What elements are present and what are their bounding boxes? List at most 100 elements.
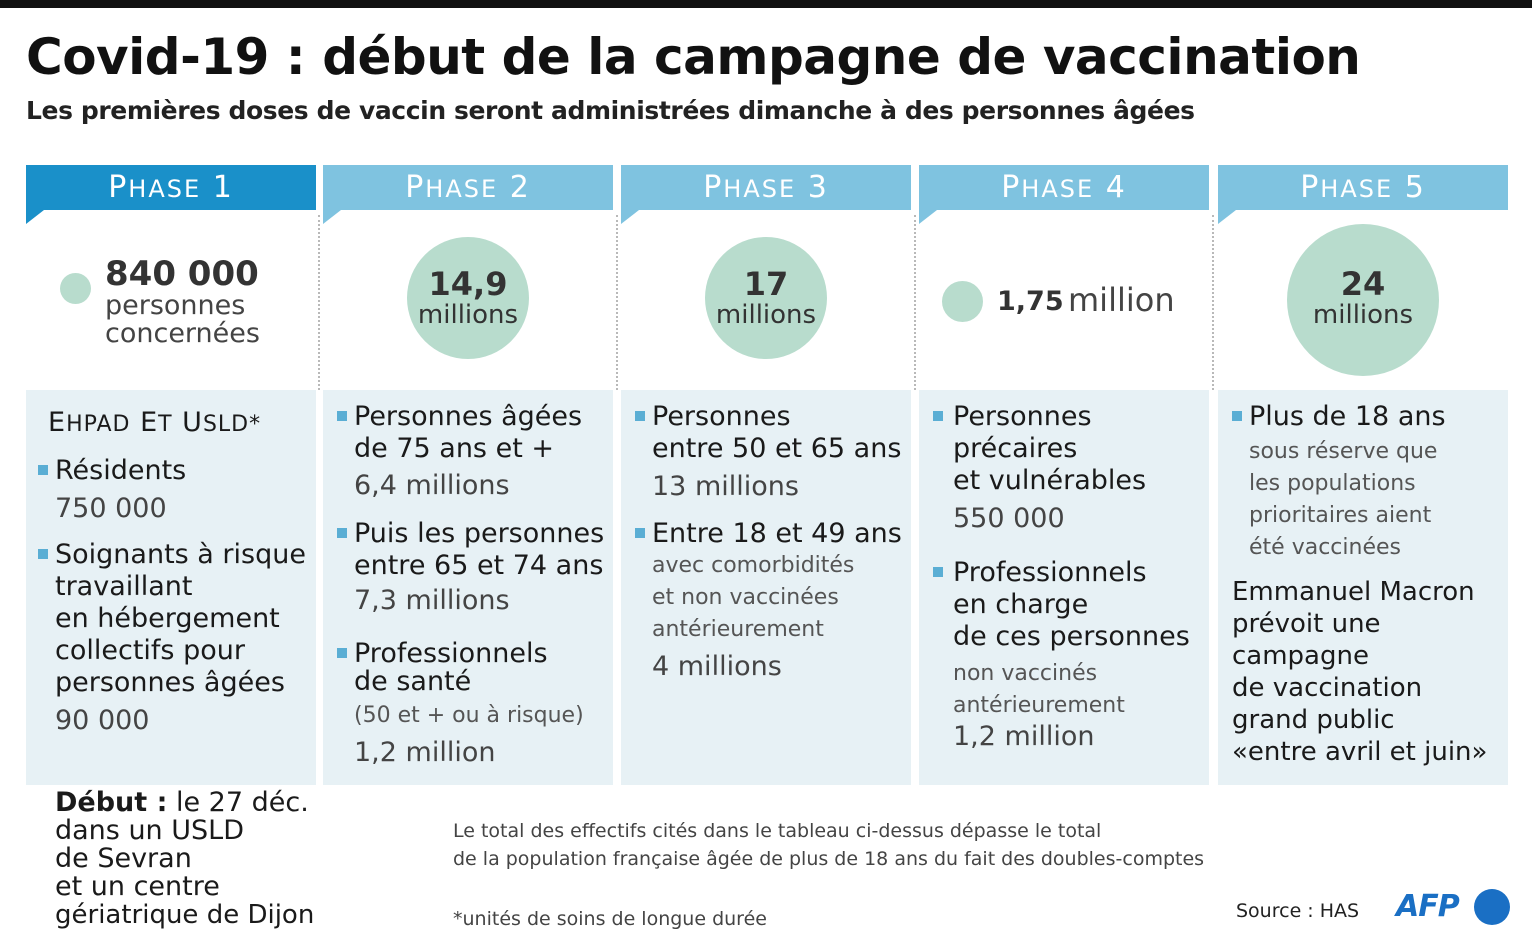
phase-4-column: PHASE 4	[919, 165, 1209, 785]
phase-1-circle	[60, 273, 91, 304]
item-label: Personnes	[953, 401, 1092, 432]
phase-label: PHASE	[108, 170, 202, 205]
page-subtitle: Les premières doses de vaccin seront adm…	[26, 96, 1195, 125]
phase-3-header: PHASE 3	[621, 165, 911, 210]
bullet-icon	[38, 549, 48, 559]
item-value: 550 000	[953, 503, 1065, 534]
bullet-icon	[337, 648, 347, 658]
total-unit: millions	[1312, 300, 1414, 330]
phase-4-total-unit: million	[1068, 281, 1175, 319]
item-label: Personnes âgées	[354, 401, 583, 432]
item-label: Personnes	[652, 401, 791, 432]
phase-5-column: PHASE 5	[1218, 165, 1508, 785]
footnote: *unités de soins de longue durée	[453, 908, 767, 930]
item-note: avec comorbidités	[652, 553, 855, 578]
bullet-icon	[933, 411, 943, 421]
item-label: Résidents	[55, 455, 187, 486]
phase-2-header-tab	[323, 210, 341, 224]
item-label: précaires	[953, 433, 1078, 464]
phase-number: 1	[212, 170, 234, 205]
phase-2-column: PHASE 2	[323, 165, 613, 785]
phase-5-circle	[1287, 224, 1439, 376]
item-note: antérieurement	[953, 693, 1125, 718]
phase-label: PHASE	[1300, 170, 1394, 205]
phase-label: PHASE	[1001, 170, 1095, 205]
item-note: antérieurement	[652, 617, 824, 642]
column-separator	[1212, 215, 1214, 390]
phase-label: PHASE	[703, 170, 797, 205]
item-label: Professionnels	[354, 638, 548, 669]
item-label: en hébergement	[55, 603, 280, 634]
item-label: Soignants à risque	[55, 539, 306, 570]
phase-4-circle	[942, 281, 983, 322]
phase-1-total-number: 840 000	[105, 254, 259, 294]
item-note: non vaccinés	[953, 661, 1098, 686]
total-number: 24	[1340, 265, 1386, 303]
phase-3-total: 17 millions	[696, 268, 836, 330]
phase-5-panel	[1218, 390, 1508, 785]
afp-logo: AFP	[1396, 889, 1460, 924]
total-unit: millions	[417, 300, 519, 330]
phase-number: 2	[509, 170, 531, 205]
column-separator	[914, 215, 916, 390]
phase-3-header-tab	[621, 210, 639, 224]
item-note: les populations	[1249, 471, 1416, 496]
phase-4-panel	[919, 390, 1209, 785]
footer-note: de la population française âgée de plus …	[453, 848, 1205, 870]
phase-4-header-tab	[919, 210, 937, 224]
total-number: 17	[743, 265, 789, 303]
phase-3-column: PHASE 3	[621, 165, 911, 785]
start-bold: Début :	[55, 787, 168, 818]
phase-number: 3	[807, 170, 829, 205]
item-label: en charge	[953, 589, 1089, 620]
macron-line: Emmanuel Macron	[1232, 577, 1475, 607]
item-value: 7,3 millions	[354, 585, 510, 616]
bullet-icon	[337, 411, 347, 421]
phase-3-circle	[705, 237, 827, 359]
phase-1-total-unit: personnes	[105, 290, 246, 321]
start-line: le 27 déc.	[175, 787, 309, 818]
bullet-icon	[38, 465, 48, 475]
item-value: 4 millions	[652, 651, 782, 682]
item-label: Entre 18 et 49 ans	[652, 518, 902, 549]
phase-2-total: 14,9 millions	[398, 268, 538, 330]
source-label: Source : HAS	[1236, 900, 1360, 922]
total-unit: millions	[715, 300, 817, 330]
item-label: de ces personnes	[953, 621, 1190, 652]
phase-3-panel	[621, 390, 911, 785]
bullet-icon	[337, 528, 347, 538]
footer-note: Le total des effectifs cités dans le tab…	[453, 820, 1102, 842]
bullet-icon	[1232, 411, 1242, 421]
item-label: entre 65 et 74 ans	[354, 550, 604, 581]
phase-1-header-tab	[26, 210, 44, 224]
phase-1-group-title: EHPAD ET USLD*	[48, 407, 262, 438]
bullet-icon	[933, 567, 943, 577]
item-label: entre 50 et 65 ans	[652, 433, 902, 464]
macron-line: de vaccination	[1232, 673, 1423, 703]
phase-5-total: 24 millions	[1293, 268, 1433, 330]
item-label: et vulnérables	[953, 465, 1147, 496]
item-note: prioritaires aient	[1249, 503, 1432, 528]
item-label: collectifs pour	[55, 635, 245, 666]
phase-5-header-tab	[1218, 210, 1236, 224]
column-separator	[616, 215, 618, 390]
item-value: 750 000	[55, 493, 167, 524]
macron-line: grand public	[1232, 705, 1395, 735]
bullet-icon	[635, 528, 645, 538]
phase-2-panel	[323, 390, 613, 785]
item-note: été vaccinées	[1249, 535, 1401, 560]
start-label: Début : le 27 déc.	[55, 789, 309, 817]
item-value: 1,2 million	[354, 737, 496, 768]
phase-1-panel	[26, 390, 316, 785]
phase-5-header: PHASE 5	[1218, 165, 1508, 210]
start-line: gériatrique de Dijon	[55, 900, 315, 930]
item-label: personnes âgées	[55, 667, 285, 698]
item-note: et non vaccinées	[652, 585, 839, 610]
item-note: sous réserve que	[1249, 439, 1438, 464]
item-label: Plus de 18 ans	[1249, 401, 1446, 432]
total-number: 14,9	[428, 265, 508, 303]
item-value: 90 000	[55, 705, 150, 736]
phase-4-header: PHASE 4	[919, 165, 1209, 210]
start-line: de Sevran	[55, 843, 192, 874]
item-label: Professionnels	[953, 557, 1147, 588]
